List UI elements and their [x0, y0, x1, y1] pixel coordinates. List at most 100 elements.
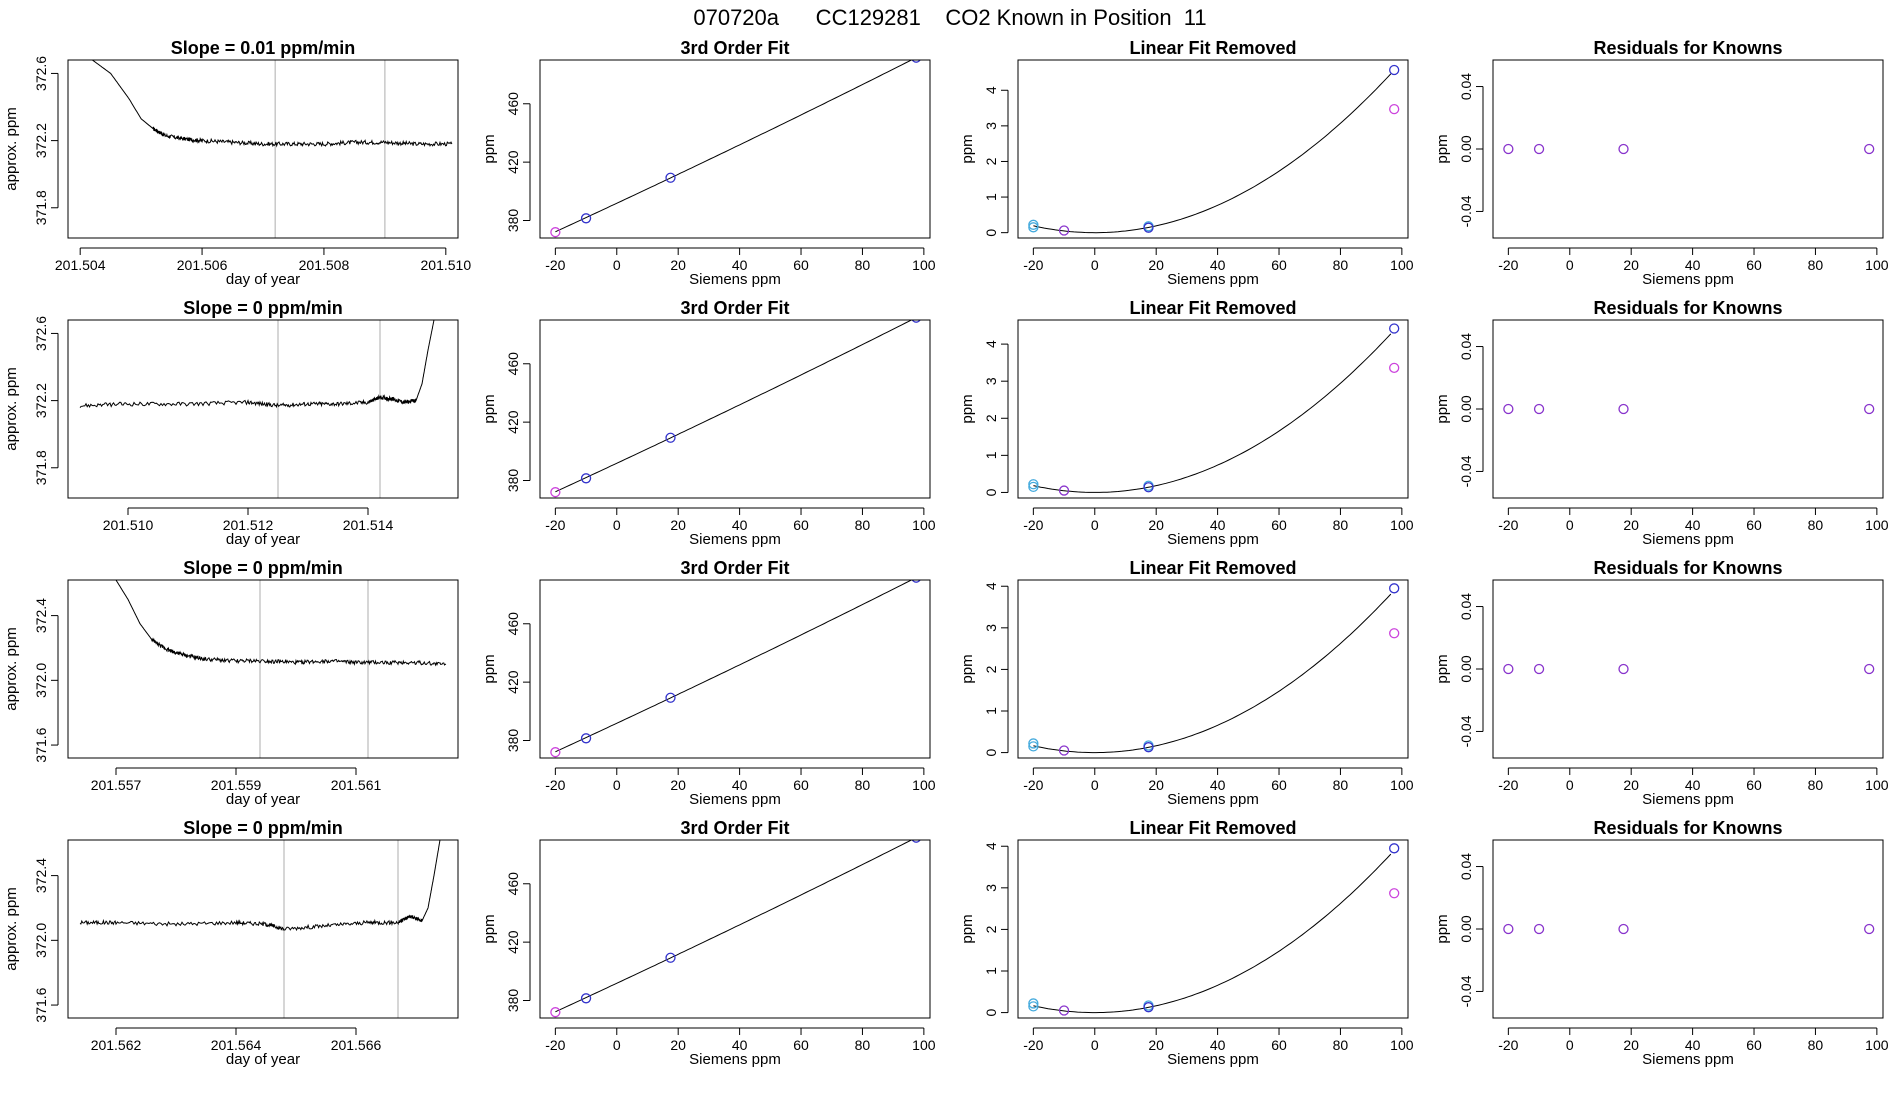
- data-point: [550, 1007, 561, 1018]
- plot-area: [1028, 843, 1400, 1016]
- plot-frame: [539, 319, 931, 499]
- fit-curve: [1033, 333, 1392, 493]
- panel-6: 3rd Order Fit -20 0 20 40 60 80 100 Siemens ppm 3…: [481, 298, 936, 548]
- y-tick-label: 0.04: [1458, 593, 1474, 620]
- x-tick-label: 0: [613, 517, 621, 533]
- x-axis-label: Siemens ppm: [689, 1051, 781, 1068]
- x-tick-label: 20: [1623, 777, 1639, 793]
- fit-curve: [1033, 593, 1392, 754]
- x-tick-label: 40: [732, 517, 748, 533]
- x-tick-label: 20: [1623, 517, 1639, 533]
- x-axis-label: day of year: [226, 1051, 300, 1068]
- y-tick-label: 372.0: [33, 923, 49, 958]
- x-tick-label: 20: [1148, 257, 1164, 273]
- y-tick-label: 372.6: [33, 56, 49, 91]
- x-tick-label: -20: [1498, 257, 1518, 273]
- data-point: [911, 320, 921, 323]
- panel-title: Linear Fit Removed: [1129, 558, 1296, 578]
- data-point: [911, 60, 921, 63]
- x-tick-label: 40: [732, 777, 748, 793]
- x-tick-label: 201.566: [331, 1037, 382, 1053]
- x-axis-label: Siemens ppm: [1167, 1051, 1259, 1068]
- plot-frame: [67, 59, 459, 239]
- y-tick-label: 3: [983, 624, 999, 632]
- x-tick-label: 100: [912, 1037, 936, 1053]
- y-tick-label: 1: [983, 193, 999, 201]
- x-tick-label: 201.506: [177, 257, 228, 273]
- x-tick-label: 80: [1333, 777, 1349, 793]
- data-point: [580, 473, 592, 484]
- data-point: [1533, 143, 1545, 155]
- x-tick-label: 0: [1566, 517, 1574, 533]
- plot-area: [1503, 143, 1875, 155]
- panel-title: Slope = 0 ppm/min: [183, 298, 343, 318]
- plot-area: [550, 580, 921, 758]
- data-point: [1503, 143, 1514, 155]
- data-point: [665, 172, 676, 183]
- y-axis-label: ppm: [959, 654, 976, 683]
- x-tick-label: 60: [1271, 777, 1287, 793]
- x-tick-label: -20: [1498, 517, 1518, 533]
- panel-3: Linear Fit Removed-20 0 20 40 60 80 100Siemens…: [959, 38, 1414, 288]
- x-tick-label: 20: [1148, 517, 1164, 533]
- data-point: [1028, 741, 1039, 752]
- x-tick-label: 20: [1148, 777, 1164, 793]
- data-point: [1389, 888, 1400, 899]
- y-axis-label: ppm: [1434, 914, 1451, 943]
- y-tick-label: 2: [983, 157, 999, 165]
- x-tick-label: 20: [670, 257, 686, 273]
- y-axis-label: ppm: [481, 654, 498, 683]
- plot-area: [92, 60, 453, 238]
- x-tick-label: 100: [1390, 257, 1414, 273]
- x-axis-label: Siemens ppm: [689, 271, 781, 288]
- y-tick-label: 4: [983, 86, 999, 94]
- x-tick-label: 80: [855, 777, 871, 793]
- data-point: [1503, 923, 1514, 935]
- y-axis-label: approx. ppm: [3, 627, 20, 710]
- x-axis-label: Siemens ppm: [1642, 791, 1734, 808]
- x-tick-label: 20: [1623, 1037, 1639, 1053]
- plot-frame: [539, 579, 931, 759]
- fit-curve: [555, 580, 913, 753]
- y-tick-label: 0: [983, 748, 999, 756]
- x-tick-label: 40: [1685, 517, 1701, 533]
- x-tick-label: 0: [613, 777, 621, 793]
- plot-area: [1503, 663, 1875, 675]
- data-point: [1864, 923, 1875, 935]
- x-tick-label: 100: [1865, 257, 1889, 273]
- x-tick-label: 100: [1390, 777, 1414, 793]
- data-point: [550, 487, 561, 498]
- x-tick-label: -20: [1498, 1037, 1518, 1053]
- data-point: [1618, 143, 1629, 155]
- x-tick-label: 80: [1333, 257, 1349, 273]
- panel-title: Slope = 0.01 ppm/min: [171, 38, 356, 58]
- x-tick-label: 201.562: [91, 1037, 142, 1053]
- y-tick-label: 4: [983, 340, 999, 348]
- x-tick-label: -20: [1023, 517, 1043, 533]
- x-tick-label: 100: [1865, 1037, 1889, 1053]
- x-tick-label: 40: [1685, 1037, 1701, 1053]
- data-point: [1058, 485, 1070, 496]
- x-axis-label: Siemens ppm: [1167, 791, 1259, 808]
- plot-frame: [67, 839, 459, 1019]
- plot-frame: [1492, 579, 1884, 759]
- data-point: [1618, 663, 1629, 675]
- data-point: [580, 993, 592, 1004]
- x-tick-label: 20: [1623, 257, 1639, 273]
- y-tick-label: 3: [983, 377, 999, 385]
- x-tick-label: 80: [1808, 777, 1824, 793]
- x-tick-label: 201.514: [343, 517, 394, 533]
- y-tick-label: 380: [505, 209, 521, 233]
- x-tick-label: -20: [545, 777, 565, 793]
- data-point: [1864, 403, 1875, 415]
- x-tick-label: -20: [1023, 1037, 1043, 1053]
- data-point: [1389, 362, 1400, 373]
- x-tick-label: 201.512: [223, 517, 274, 533]
- data-point: [665, 952, 676, 963]
- x-tick-label: 0: [1091, 1037, 1099, 1053]
- data-point: [1028, 481, 1039, 493]
- x-tick-label: 0: [1566, 777, 1574, 793]
- panel-13: Slope = 0 ppm/min 201.562 201.564 201.566 da…: [3, 818, 459, 1068]
- y-axis-label: approx. ppm: [3, 107, 20, 190]
- x-tick-label: 60: [1746, 1037, 1762, 1053]
